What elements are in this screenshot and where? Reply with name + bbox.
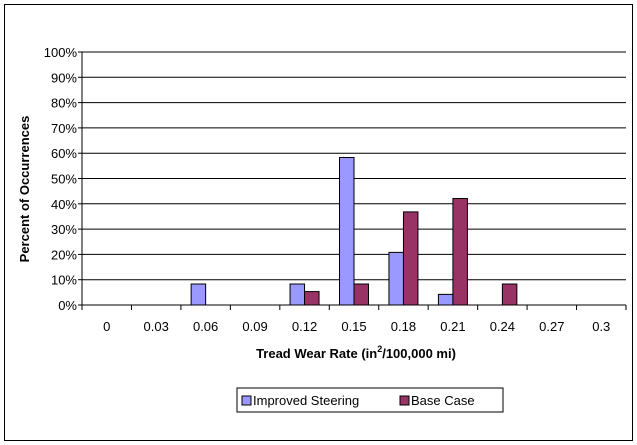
legend-box xyxy=(236,387,504,413)
x-tick-label: 0.09 xyxy=(242,319,267,334)
x-tick-label: 0.15 xyxy=(341,319,366,334)
x-tick-label: 0.27 xyxy=(539,319,564,334)
x-axis-title-main: Tread Wear Rate (in xyxy=(256,346,377,361)
x-axis-title-sup: 2 xyxy=(377,344,382,354)
gridlines xyxy=(82,51,626,281)
legend-swatch-base-case xyxy=(399,395,410,406)
x-tick-label: 0.24 xyxy=(490,319,515,334)
y-axis-title: Percent of Occurrences xyxy=(17,116,32,263)
x-tick-label: 0.3 xyxy=(592,319,610,334)
bar-improved-steering xyxy=(437,293,454,306)
bar-base-case xyxy=(304,291,320,306)
y-tick-label: 30% xyxy=(51,222,77,237)
x-axis-title-rest: /100,000 mi) xyxy=(382,346,456,361)
x-tick-label: 0.03 xyxy=(144,319,169,334)
bar-improved-steering xyxy=(339,157,355,306)
bar-improved-steering xyxy=(190,283,207,306)
bars xyxy=(190,157,518,306)
bar-base-case xyxy=(402,211,419,306)
axes xyxy=(78,51,627,310)
x-axis-title: Tread Wear Rate (in2/100,000 mi) xyxy=(256,344,456,361)
x-tick-labels: 0 0.03 0.06 0.09 0.12 0.15 0.18 0.21 0.24 0.27 0.3 xyxy=(103,319,610,334)
y-tick-label: 20% xyxy=(51,247,77,262)
y-tick-label: 40% xyxy=(51,197,77,212)
x-tick-label: 0.12 xyxy=(292,319,317,334)
y-tick-label: 10% xyxy=(51,273,77,288)
bar-base-case xyxy=(501,283,518,306)
legend-swatch-improved-steering xyxy=(241,395,252,406)
x-tick-label: 0.21 xyxy=(440,319,465,334)
y-tick-label: 60% xyxy=(51,146,77,161)
y-tick-label: 0% xyxy=(58,298,77,313)
y-tick-label: 50% xyxy=(51,172,77,187)
x-tick-label: 0.18 xyxy=(391,319,416,334)
legend-label-improved-steering: Improved Steering xyxy=(253,393,359,408)
y-tick-label: 80% xyxy=(51,96,77,111)
y-tick-label: 90% xyxy=(51,70,77,85)
bar-improved-steering xyxy=(289,283,306,306)
y-tick-label: 70% xyxy=(51,121,77,136)
bar-base-case xyxy=(353,283,369,306)
y-tick-label: 100% xyxy=(44,45,78,60)
bar-base-case xyxy=(452,197,468,306)
bar-improved-steering xyxy=(388,251,404,306)
x-tick-label: 0.06 xyxy=(193,319,218,334)
legend: Improved Steering Base Case xyxy=(236,387,504,413)
y-tick-labels: 0% 10% 20% 30% 40% 50% 60% 70% 80% 90% 100% xyxy=(44,45,78,313)
x-tick-label: 0 xyxy=(103,319,110,334)
legend-label-base-case: Base Case xyxy=(411,393,475,408)
